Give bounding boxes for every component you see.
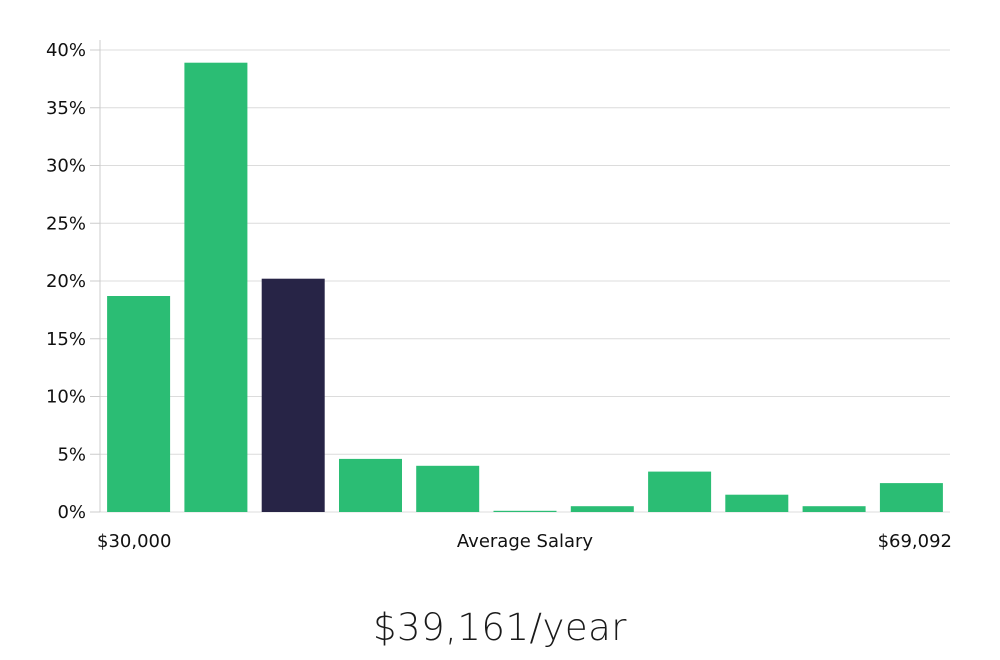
y-tick-label: 0% xyxy=(57,502,86,523)
bars xyxy=(107,62,943,512)
bar xyxy=(184,62,248,512)
bar xyxy=(725,494,789,512)
average-salary-value: $39,161/year xyxy=(372,606,627,649)
x-min-label: $30,000 xyxy=(97,531,171,552)
y-tick-label: 20% xyxy=(46,271,86,292)
bar xyxy=(648,471,712,512)
bar xyxy=(493,510,557,512)
y-tick-label: 25% xyxy=(46,213,86,234)
x-axis-title: Average Salary xyxy=(457,531,594,552)
y-tick-label: 15% xyxy=(46,329,86,350)
y-tick-label: 30% xyxy=(46,156,86,177)
bar-highlighted xyxy=(261,278,325,512)
x-max-label: $69,092 xyxy=(878,531,952,552)
bar xyxy=(339,458,402,512)
salary-histogram: 0% 5% 10% 15% 20% 25% 30% 35% 40% $30,000 Averag… xyxy=(46,40,952,552)
y-tick-label: 40% xyxy=(46,40,86,61)
bar xyxy=(570,506,634,512)
bar xyxy=(802,506,866,512)
bar xyxy=(879,483,943,512)
bar xyxy=(107,296,171,512)
y-tick-label: 5% xyxy=(57,444,86,465)
y-tick-label: 35% xyxy=(46,98,86,119)
y-tick-label: 10% xyxy=(46,387,86,408)
y-axis: 0% 5% 10% 15% 20% 25% 30% 35% 40% xyxy=(46,40,100,523)
bar xyxy=(416,465,480,512)
